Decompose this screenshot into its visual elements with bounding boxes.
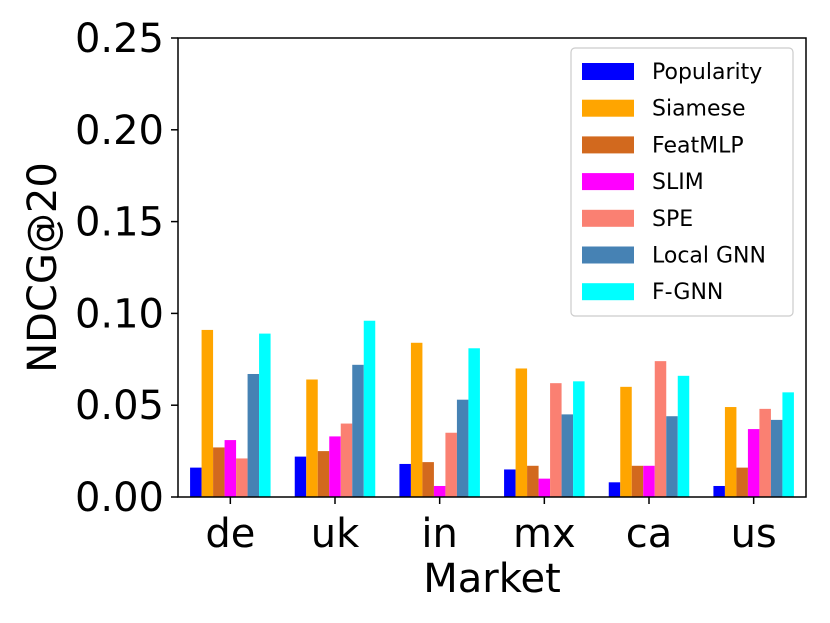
bar-local-gnn-in — [456, 399, 469, 497]
x-tick-label: ca — [626, 511, 673, 557]
y-tick-label: 0.15 — [75, 200, 164, 246]
legend-swatch — [582, 136, 634, 154]
legend-swatch — [582, 63, 634, 80]
legend-label: Popularity — [652, 60, 762, 85]
x-tick-label: us — [731, 511, 777, 557]
y-axis: 0.00 0.05 0.10 0.15 0.20 0.25 — [75, 16, 178, 521]
bar-f-gnn-mx — [573, 381, 585, 497]
bar-local-gnn-de — [247, 373, 260, 497]
legend-label: Siamese — [652, 97, 746, 122]
bar-spe-ca — [654, 361, 667, 497]
x-axis-label: Market — [423, 556, 561, 602]
legend-swatch — [582, 173, 634, 191]
bar-popularity-de — [190, 467, 202, 497]
x-tick-label: in — [421, 511, 457, 557]
bar-f-gnn-uk — [363, 320, 376, 497]
bar-f-gnn-ca — [677, 375, 690, 497]
bar-slim-de — [224, 440, 237, 497]
bar-slim-us — [747, 429, 760, 497]
bar-featmlp-in — [422, 462, 434, 497]
legend-swatch — [582, 209, 634, 227]
bar-popularity-ca — [608, 482, 621, 497]
bar-siamese-ca — [620, 386, 632, 497]
bar-featmlp-uk — [317, 451, 330, 497]
bar-f-gnn-in — [468, 348, 480, 497]
bar-popularity-uk — [294, 456, 307, 497]
bar-local-gnn-uk — [352, 364, 364, 497]
x-tick-label: de — [205, 511, 255, 557]
x-tick-label: mx — [513, 511, 576, 557]
bar-spe-de — [236, 458, 248, 497]
bar-f-gnn-de — [259, 333, 271, 497]
legend-swatch — [582, 283, 634, 301]
bar-f-gnn-us — [782, 392, 794, 497]
bar-slim-mx — [538, 478, 551, 497]
bar-popularity-us — [713, 485, 725, 497]
bar-popularity-mx — [504, 469, 516, 497]
bar-spe-in — [445, 432, 457, 497]
y-tick-label: 0.20 — [75, 108, 164, 154]
legend-label: SPE — [652, 207, 693, 232]
bar-slim-uk — [329, 436, 341, 497]
y-tick-label: 0.25 — [75, 16, 164, 62]
bar-local-gnn-mx — [561, 414, 574, 497]
legend: Popularity Siamese FeatMLP SLIM SPE Local GNN… — [570, 47, 794, 317]
y-axis-label: NDCG@20 — [20, 162, 66, 373]
bar-siamese-in — [410, 342, 423, 497]
plot-frame — [177, 37, 807, 498]
legend-swatch — [582, 99, 634, 117]
bar-spe-us — [759, 408, 771, 497]
legend-label: FeatMLP — [652, 133, 744, 158]
bar-local-gnn-ca — [666, 416, 678, 497]
bar-siamese-us — [724, 407, 737, 497]
bars-layer — [190, 320, 794, 497]
bar-local-gnn-us — [770, 419, 783, 497]
bar-featmlp-us — [736, 467, 748, 497]
y-tick-label: 0.00 — [75, 475, 164, 521]
bar-siamese-de — [201, 329, 214, 497]
bar-slim-in — [433, 485, 446, 497]
bar-siamese-mx — [515, 368, 528, 497]
bar-spe-uk — [340, 423, 353, 497]
bar-popularity-in — [399, 463, 411, 497]
y-tick-label: 0.05 — [75, 383, 164, 429]
bar-siamese-uk — [306, 379, 318, 497]
bar-slim-ca — [643, 465, 655, 497]
x-tick-label: uk — [311, 511, 360, 557]
x-axis: de uk in mx ca us — [205, 497, 777, 557]
legend-swatch — [582, 246, 634, 264]
bar-spe-mx — [550, 383, 562, 497]
y-tick-label: 0.10 — [75, 291, 164, 337]
bar-featmlp-mx — [527, 465, 539, 497]
bar-featmlp-de — [213, 447, 225, 497]
legend-label: Local GNN — [652, 244, 766, 269]
legend-label: F-GNN — [652, 280, 723, 305]
bar-featmlp-ca — [631, 465, 644, 497]
legend-label: SLIM — [652, 170, 704, 195]
